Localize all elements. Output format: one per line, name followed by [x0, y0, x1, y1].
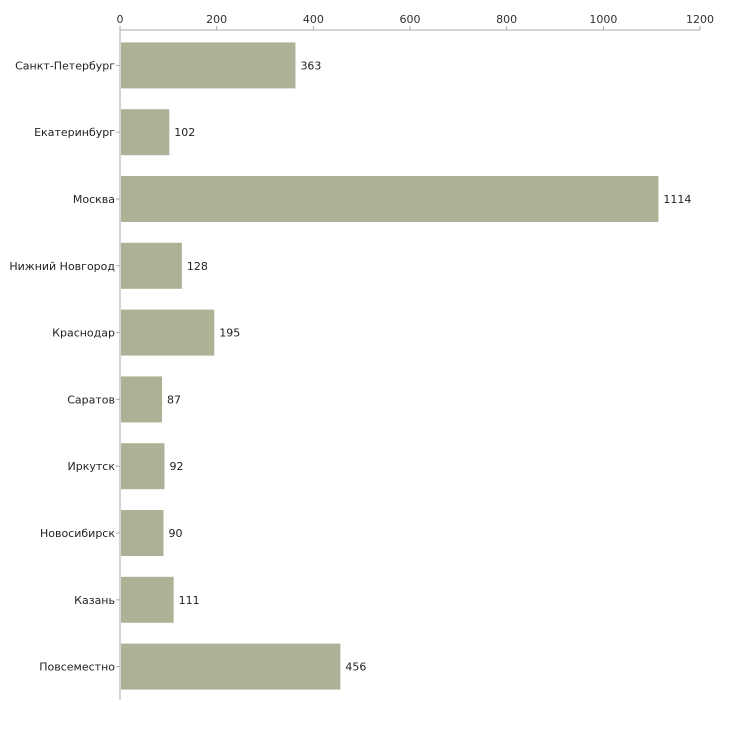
- bar-value-label: 128: [187, 260, 208, 273]
- bar: [121, 376, 163, 423]
- bars-group: [121, 42, 659, 690]
- bar: [121, 510, 164, 556]
- category-label: Повсеместно: [39, 661, 115, 674]
- category-label: Саратов: [67, 393, 115, 406]
- x-tick-label: 800: [496, 13, 517, 26]
- category-label: Новосибирск: [40, 527, 115, 540]
- category-label: Санкт-Петербург: [15, 59, 115, 72]
- x-tick-label: 200: [206, 13, 227, 26]
- x-tick-label: 1000: [589, 13, 617, 26]
- category-label: Краснодар: [52, 327, 115, 340]
- bar: [121, 109, 170, 156]
- bar-value-label: 456: [345, 661, 366, 674]
- x-tick-label: 400: [303, 13, 324, 26]
- y-axis: [116, 30, 121, 700]
- category-label: Казань: [74, 594, 115, 607]
- bar-value-label: 1114: [663, 193, 691, 206]
- category-label: Москва: [73, 193, 115, 206]
- bar: [121, 309, 215, 356]
- bar-value-label: 92: [169, 460, 183, 473]
- category-labels: Санкт-Петербург Екатеринбург Москва Нижний …: [9, 59, 115, 673]
- bar: [121, 176, 659, 222]
- bar: [121, 443, 165, 490]
- bar-value-label: 363: [300, 59, 321, 72]
- category-label: Иркутск: [68, 460, 116, 473]
- x-tick-label: 0: [117, 13, 124, 26]
- bar: [121, 42, 296, 89]
- bar-value-label: 90: [169, 527, 183, 540]
- bar: [121, 242, 182, 289]
- bar-value-label: 111: [179, 594, 200, 607]
- bar-value-label: 87: [167, 393, 181, 406]
- x-axis: 0 200 400 600 800 1000 1200: [117, 13, 714, 31]
- value-labels: 363 102 1114 128 195 87 92 90 111 456: [167, 59, 691, 673]
- x-tick-label: 600: [400, 13, 421, 26]
- bar-value-label: 102: [174, 126, 195, 139]
- bar: [121, 576, 174, 623]
- x-tick-label: 1200: [686, 13, 714, 26]
- category-label: Нижний Новгород: [9, 260, 115, 273]
- bar-value-label: 195: [219, 327, 240, 340]
- bar: [121, 643, 341, 690]
- category-label: Екатеринбург: [34, 126, 115, 139]
